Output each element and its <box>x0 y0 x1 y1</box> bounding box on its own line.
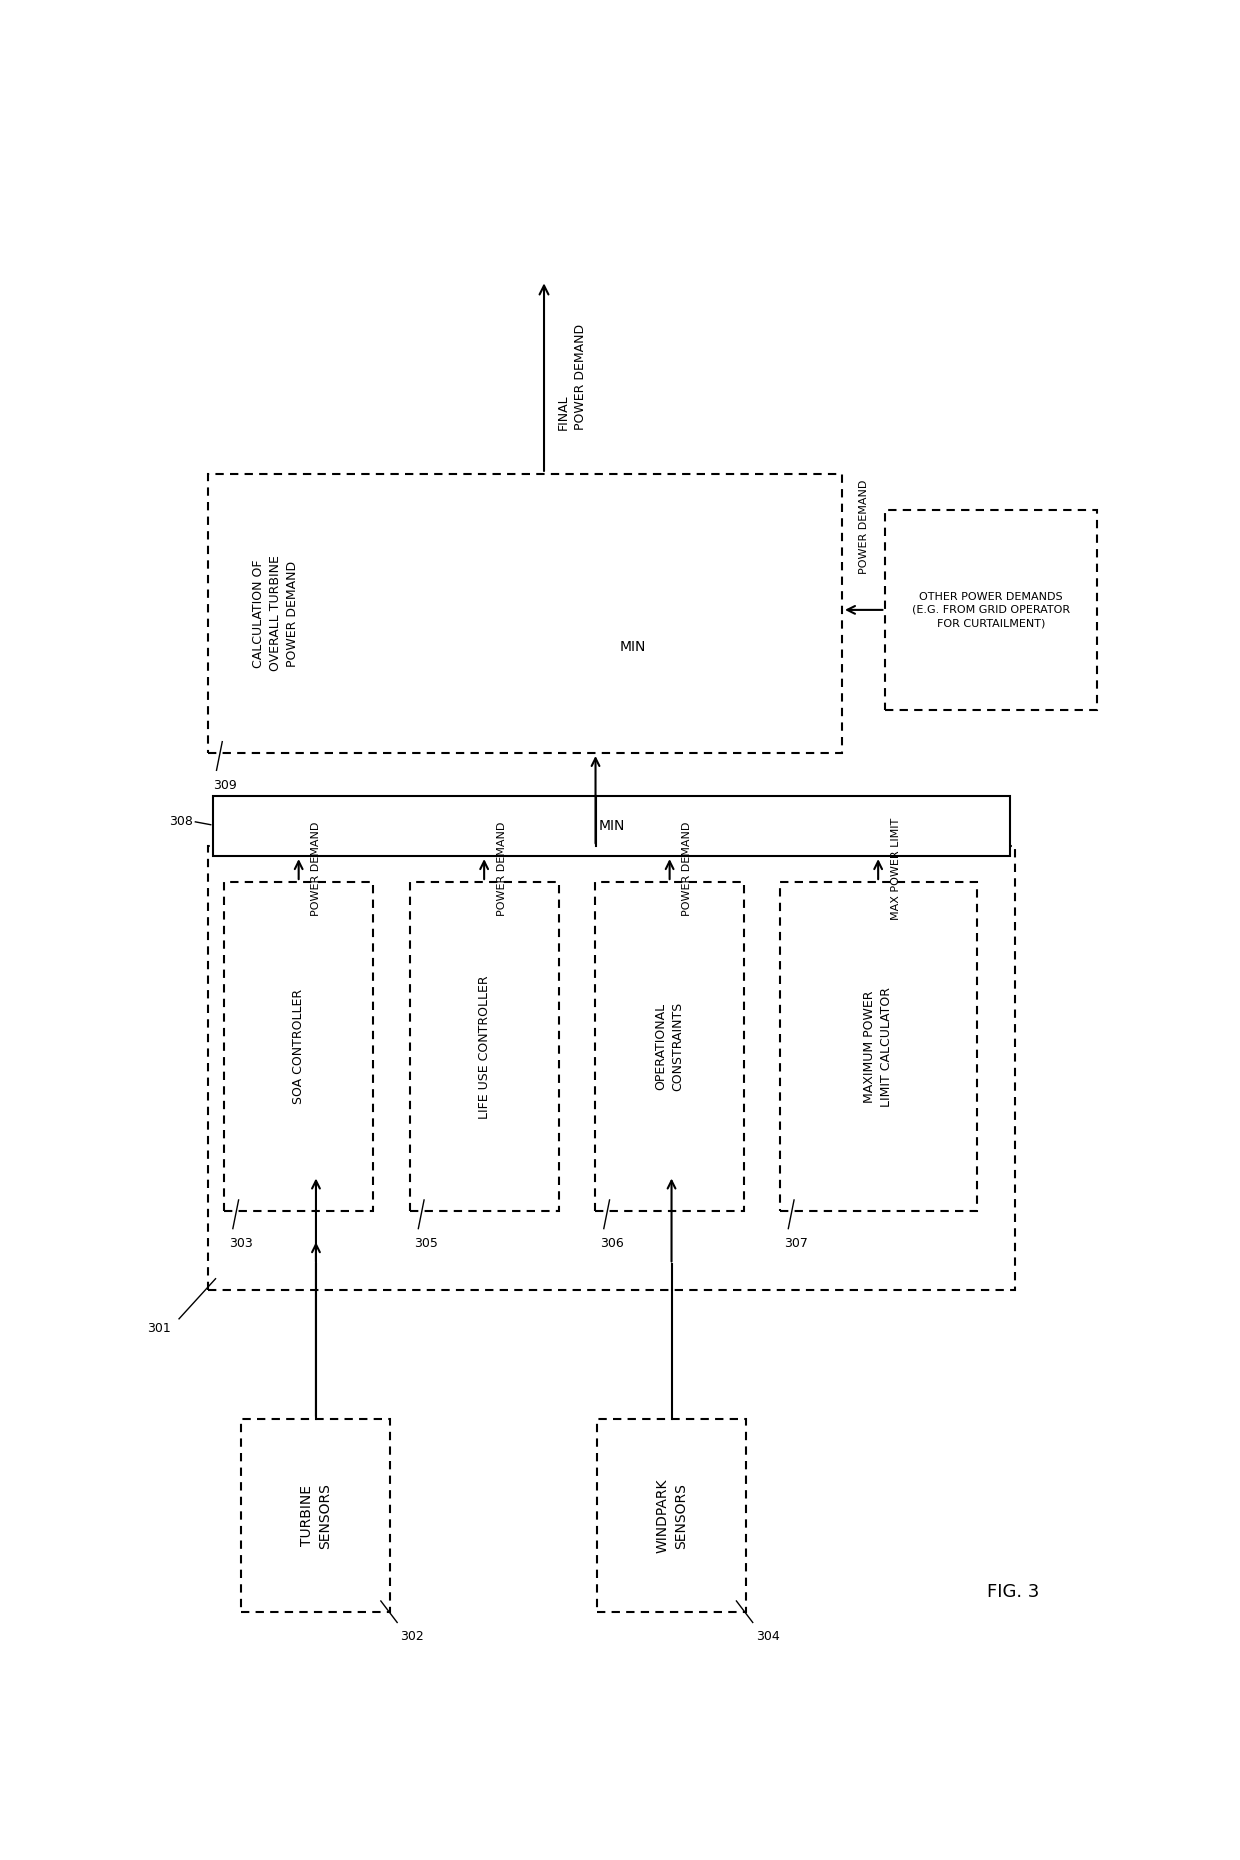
Text: 302: 302 <box>401 1629 424 1642</box>
Text: FIG. 3: FIG. 3 <box>987 1583 1039 1601</box>
Bar <box>213 796 1011 856</box>
Bar <box>208 474 842 753</box>
Text: POWER DEMAND: POWER DEMAND <box>497 822 507 917</box>
Bar <box>409 882 558 1211</box>
Bar <box>596 1419 746 1613</box>
Bar <box>885 510 1096 711</box>
Text: 304: 304 <box>755 1629 780 1642</box>
Text: CALCULATION OF
OVERALL TURBINE
POWER DEMAND: CALCULATION OF OVERALL TURBINE POWER DEM… <box>252 556 299 671</box>
Text: OTHER POWER DEMANDS
(E.G. FROM GRID OPERATOR
FOR CURTAILMENT): OTHER POWER DEMANDS (E.G. FROM GRID OPER… <box>911 591 1070 629</box>
Text: 305: 305 <box>414 1237 439 1250</box>
Bar <box>224 882 373 1211</box>
Text: POWER DEMAND: POWER DEMAND <box>682 822 692 917</box>
Bar <box>242 1419 391 1613</box>
Text: 303: 303 <box>229 1237 253 1250</box>
Text: SOA CONTROLLER: SOA CONTROLLER <box>293 990 305 1105</box>
Text: MAX POWER LIMIT: MAX POWER LIMIT <box>890 818 900 921</box>
Text: FINAL
POWER DEMAND: FINAL POWER DEMAND <box>557 324 587 430</box>
Bar <box>595 882 744 1211</box>
Text: LIFE USE CONTROLLER: LIFE USE CONTROLLER <box>477 975 491 1118</box>
Text: MIN: MIN <box>598 818 625 833</box>
Text: MAXIMUM POWER
LIMIT CALCULATOR: MAXIMUM POWER LIMIT CALCULATOR <box>863 986 893 1107</box>
Text: 301: 301 <box>146 1322 170 1335</box>
Text: 307: 307 <box>785 1237 808 1250</box>
Text: 306: 306 <box>600 1237 624 1250</box>
Text: POWER DEMAND: POWER DEMAND <box>859 480 869 575</box>
Text: 308: 308 <box>169 815 192 828</box>
Bar <box>208 846 1016 1291</box>
Text: WINDPARK
SENSORS: WINDPARK SENSORS <box>655 1479 688 1553</box>
Text: TURBINE
SENSORS: TURBINE SENSORS <box>300 1482 332 1549</box>
Text: OPERATIONAL
CONSTRAINTS: OPERATIONAL CONSTRAINTS <box>655 1003 684 1092</box>
Text: MIN: MIN <box>620 640 646 655</box>
Text: POWER DEMAND: POWER DEMAND <box>311 822 321 917</box>
Bar <box>780 882 977 1211</box>
Text: 309: 309 <box>213 779 237 792</box>
